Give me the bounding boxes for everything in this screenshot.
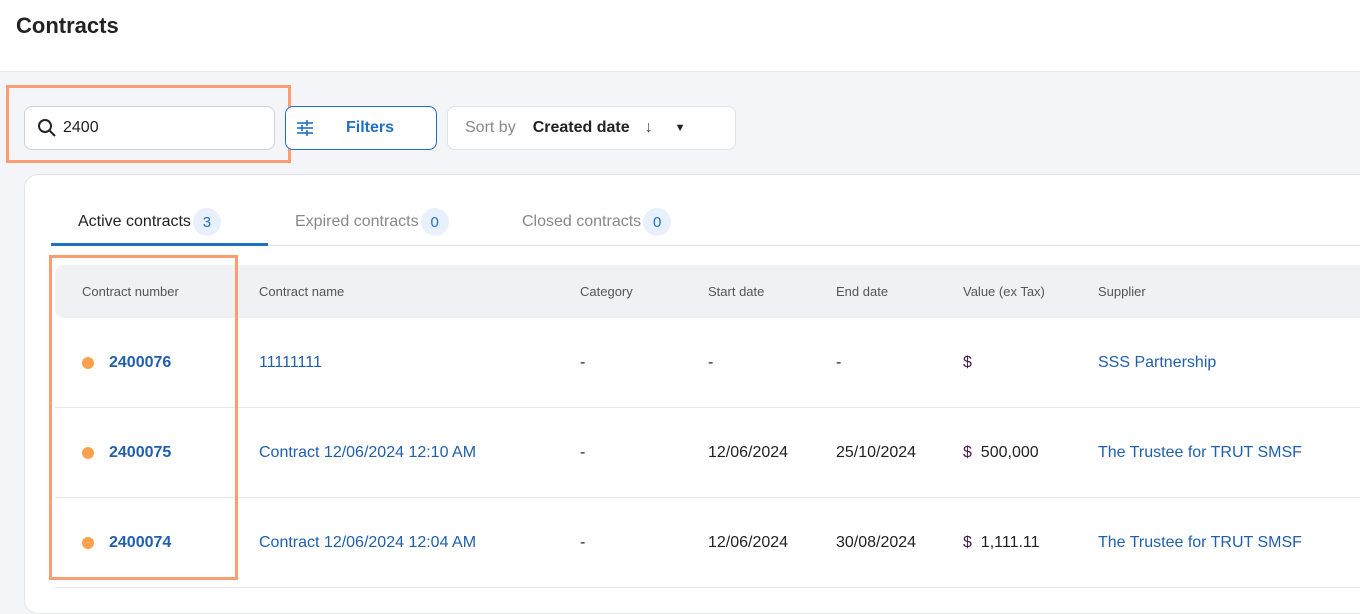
table-row[interactable]: 2400076 11111111 - - - $ SSS Partnership [55, 318, 1360, 408]
category-cell: - [580, 534, 586, 551]
tab-active-contracts[interactable]: Active contracts 3 [51, 208, 268, 246]
start-date-cell: 12/06/2024 [708, 534, 789, 551]
column-header[interactable]: Contract name [259, 284, 345, 299]
value-amount: 500,000 [980, 444, 1039, 461]
page-header: Contracts [0, 0, 1360, 72]
filters-label: Filters [346, 119, 395, 136]
filters-button[interactable]: Filters [285, 106, 437, 150]
column-header[interactable]: Value (ex Tax) [963, 284, 1045, 299]
sort-dropdown[interactable]: Sort by Created date ↓ ▼ [447, 106, 736, 150]
sort-direction-icon[interactable]: ↓ [644, 119, 653, 136]
value-amount: 1,111.11 [980, 534, 1040, 551]
page-title: Contracts [16, 13, 119, 38]
sort-prefix: Sort by [465, 119, 516, 136]
end-date-cell: 30/08/2024 [836, 534, 917, 551]
table-row[interactable]: 2400074 Contract 12/06/2024 12:04 AM - 1… [55, 498, 1360, 588]
supplier-link[interactable]: SSS Partnership [1098, 354, 1217, 371]
contract-name-link[interactable]: Contract 12/06/2024 12:10 AM [259, 444, 477, 461]
count-badge: 0 [643, 208, 672, 236]
column-header[interactable]: End date [836, 284, 889, 299]
contract-number-link[interactable]: 2400074 [109, 534, 172, 551]
table-row[interactable]: 2400075 Contract 12/06/2024 12:10 AM - 1… [55, 408, 1360, 498]
search-input[interactable] [63, 119, 243, 137]
start-date-cell: 12/06/2024 [708, 444, 789, 461]
tab-label: Closed contracts [522, 213, 642, 230]
contracts-card [24, 174, 1360, 614]
contract-tabs: Active contracts 3 Expired contracts 0 Clo… [51, 208, 1360, 246]
end-date-cell: 25/10/2024 [836, 444, 917, 461]
status-dot [82, 357, 94, 369]
count-badge: 3 [192, 208, 221, 236]
tab-label: Expired contracts [295, 213, 419, 230]
sort-value: Created date [532, 119, 630, 136]
column-header[interactable]: Start date [708, 284, 765, 299]
category-cell: - [580, 444, 586, 461]
value-cell: $ 1,111.11 [963, 534, 1040, 552]
start-date-cell: - [708, 354, 714, 371]
tab-label: Active contracts [78, 213, 191, 230]
contract-number-link[interactable]: 2400075 [109, 444, 172, 461]
chevron-down-icon: ▼ [674, 122, 686, 134]
column-header[interactable]: Supplier [1098, 284, 1146, 299]
supplier-link[interactable]: The Trustee for TRUT SMSF [1098, 534, 1302, 551]
sliders-icon [297, 120, 313, 136]
status-dot [82, 537, 94, 549]
contract-name-link[interactable]: 11111111 [259, 354, 322, 371]
column-header[interactable]: Contract number [82, 284, 179, 299]
contract-name-link[interactable]: Contract 12/06/2024 12:04 AM [259, 534, 477, 551]
currency-symbol: $ [963, 354, 972, 371]
supplier-link[interactable]: The Trustee for TRUT SMSF [1098, 444, 1302, 461]
value-cell: $ [963, 354, 976, 372]
end-date-cell: - [836, 354, 842, 371]
contract-number-link[interactable]: 2400076 [109, 354, 172, 371]
search-icon [38, 119, 56, 137]
tab-closed-contracts[interactable]: Closed contracts 0 [522, 208, 672, 246]
search-box[interactable] [24, 106, 275, 150]
currency-symbol: $ [963, 444, 972, 461]
category-cell: - [580, 354, 586, 371]
column-header[interactable]: Category [580, 284, 633, 299]
count-badge: 0 [420, 208, 449, 236]
value-cell: $ 500,000 [963, 444, 1039, 462]
status-dot [82, 447, 94, 459]
tab-expired-contracts[interactable]: Expired contracts 0 [295, 208, 449, 246]
currency-symbol: $ [963, 534, 972, 551]
table-header: Contract number Contract name Category S… [55, 265, 1360, 318]
